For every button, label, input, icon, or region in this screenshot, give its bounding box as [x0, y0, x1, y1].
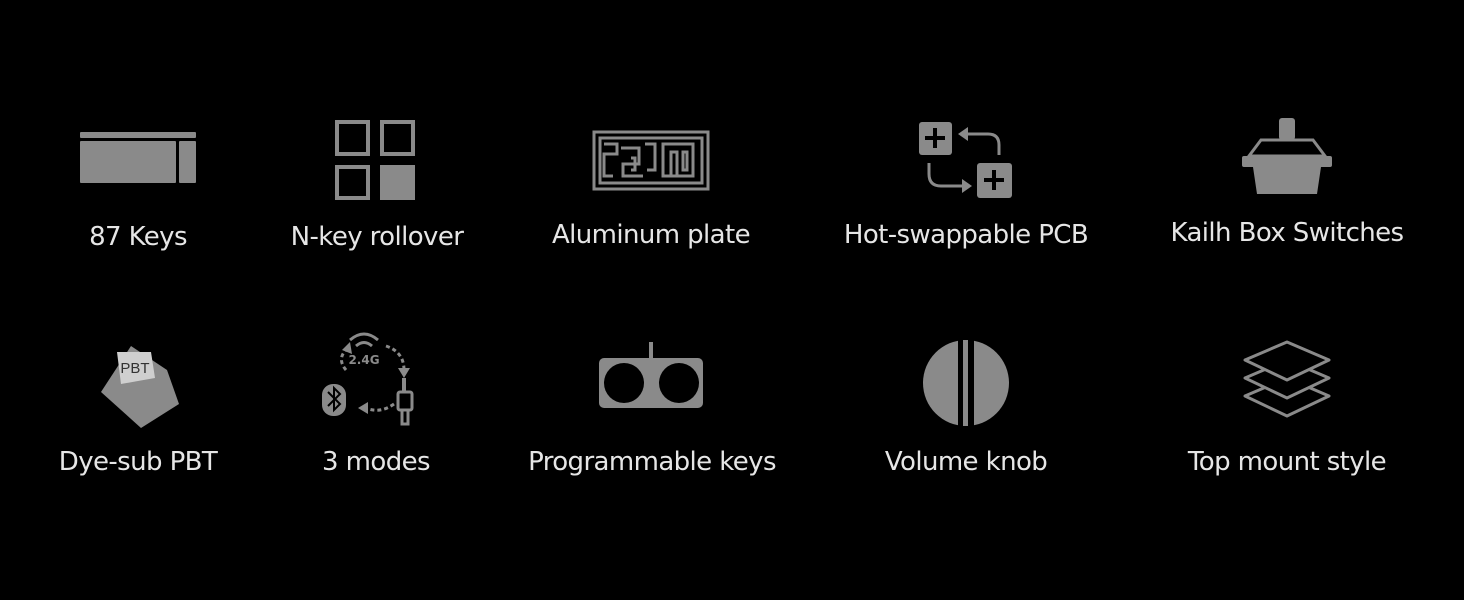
feature-label: Kailh Box Switches — [1170, 218, 1404, 248]
feature-dye-sub-pbt: PBT Dye-sub PBT — [0, 338, 283, 477]
feature-label: Top mount style — [1187, 447, 1387, 477]
feature-label: Dye-sub PBT — [58, 447, 218, 477]
layers-icon — [1243, 340, 1331, 418]
feature-top-mount-style: Top mount style — [1142, 338, 1432, 477]
keyboard-icon — [80, 132, 196, 183]
connection-modes-icon: 2.4G — [322, 332, 414, 426]
feature-label: Programmable keys — [528, 447, 776, 477]
feature-87-keys: 87 Keys — [0, 118, 283, 252]
feature-programmable-keys: Programmable keys — [507, 338, 797, 477]
feature-label: N-key rollover — [290, 222, 464, 252]
feature-n-key-rollover: N-key rollover — [232, 118, 522, 252]
switch-icon — [1242, 118, 1332, 194]
keycap-text: PBT — [120, 360, 149, 377]
swap-icon — [919, 122, 1012, 198]
feature-label: Aluminum plate — [551, 220, 751, 250]
feature-label: 87 Keys — [89, 222, 187, 252]
feature-label: 3 modes — [322, 447, 430, 477]
grid-squares-icon — [335, 120, 415, 200]
keycap-icon: PBT — [101, 346, 179, 428]
feature-label: Hot-swappable PCB — [843, 220, 1089, 250]
plate-icon — [592, 130, 710, 191]
feature-hot-swappable-pcb: Hot-swappable PCB — [821, 118, 1111, 250]
wireless-text: 2.4G — [348, 353, 379, 367]
feature-volume-knob: Volume knob — [821, 338, 1111, 477]
knob-icon — [923, 340, 1009, 426]
feature-label: Volume knob — [884, 447, 1048, 477]
feature-3-modes: 2.4G 3 modes — [231, 320, 521, 477]
macro-icon — [599, 342, 703, 408]
feature-aluminum-plate: Aluminum plate — [506, 118, 796, 250]
feature-kailh-box-switches: Kailh Box Switches — [1142, 118, 1432, 248]
